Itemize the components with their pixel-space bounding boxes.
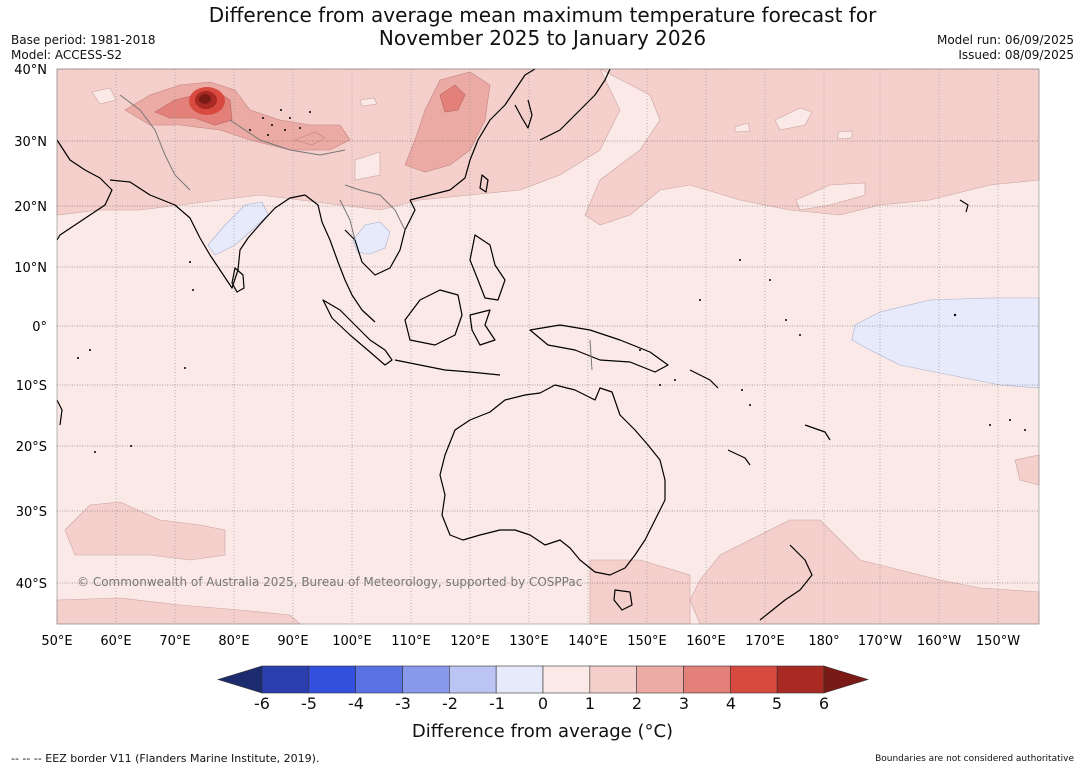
anomaly-5-plus-region	[195, 91, 217, 109]
colorbar-swatch	[730, 665, 778, 694]
boundaries-disclaimer: Boundaries are not considered authoritat…	[875, 754, 1074, 764]
copyright-notice: © Commonwealth of Australia 2025, Bureau…	[77, 575, 583, 589]
meta-right: Model run: 06/09/2025 Issued: 08/09/2025	[937, 33, 1074, 63]
lon-label: 170°E	[745, 634, 785, 649]
meta-left: Base period: 1981-2018 Model: ACCESS-S2	[11, 33, 156, 63]
lat-label: 30°S	[16, 505, 47, 520]
colorbar-tick: 5	[771, 694, 783, 713]
anomaly-0-1-patches	[91, 87, 866, 211]
lat-label: 10°N	[14, 261, 47, 276]
lon-label: 160°E	[686, 634, 726, 649]
colorbar-tick: 3	[678, 694, 690, 713]
lon-label: 80°E	[218, 634, 249, 649]
lon-label: 150°E	[627, 634, 667, 649]
model-run: Model run: 06/09/2025	[936, 33, 1074, 47]
country-borders	[119, 94, 593, 371]
lat-label: 10°S	[16, 379, 47, 394]
colorbar-swatch	[449, 665, 497, 694]
colorbar-tick-labels: -6 -5 -4 -3 -2 -1 0 1 2 3 4 5 6	[0, 694, 1085, 714]
colorbar-tick: 6	[818, 694, 830, 713]
colorbar-extend-high	[823, 665, 870, 694]
colorbar-tick: -5	[301, 694, 317, 713]
lon-label: 50°E	[41, 634, 72, 649]
lat-label: 30°N	[14, 135, 47, 150]
grid-parallels	[57, 68, 1039, 584]
lat-label: 20°N	[14, 200, 47, 215]
colorbar-swatch	[589, 665, 637, 694]
title-line-1: Difference from average mean maximum tem…	[208, 3, 877, 27]
colorbar-swatch	[261, 665, 310, 694]
lat-label: 40°N	[14, 63, 47, 78]
lat-label: 40°S	[16, 577, 47, 592]
lat-label: 20°S	[16, 440, 47, 455]
title-line-2: November 2025 to January 2026	[378, 26, 707, 50]
lon-label: 160°W	[917, 634, 961, 649]
colorbar-tick: -3	[395, 694, 411, 713]
island-dots	[77, 109, 1026, 453]
colorbar-swatch	[636, 665, 684, 694]
anomaly-negative-regions	[207, 201, 1040, 389]
issued-date: Issued: 08/09/2025	[958, 48, 1074, 62]
coastlines	[56, 68, 969, 621]
colorbar-tick: 2	[631, 694, 643, 713]
base-period: Base period: 1981-2018	[11, 33, 156, 47]
lon-label: 110°E	[391, 634, 431, 649]
lon-label: 150°W	[976, 634, 1020, 649]
lon-label: 130°E	[509, 634, 549, 649]
lon-label: 180°	[808, 634, 839, 649]
grid-meridians	[115, 69, 999, 624]
colorbar-swatch	[542, 665, 591, 694]
colorbar-tick: -4	[348, 694, 364, 713]
lon-label: 60°E	[100, 634, 131, 649]
lon-label: 140°E	[568, 634, 608, 649]
map-frame	[56, 68, 1040, 625]
colorbar-tick: 4	[725, 694, 737, 713]
colorbar-label: Difference from average (°C)	[411, 721, 674, 742]
latitude-labels: 40°N 30°N 20°N 10°N 0° 10°S 20°S 30°S 40…	[14, 63, 47, 592]
map-title: Difference from average mean maximum tem…	[0, 4, 1085, 50]
lat-label: 0°	[32, 320, 47, 335]
colorbar-swatch	[402, 665, 450, 694]
colorbar-tick: 1	[584, 694, 596, 713]
colorbar-tick: -2	[442, 694, 458, 713]
lon-label: 70°E	[159, 634, 190, 649]
colorbar-tick: -6	[254, 694, 270, 713]
longitude-labels: 50°E 60°E 70°E 80°E 90°E 100°E 110°E 120…	[41, 634, 1020, 649]
colorbar-extend-low	[216, 665, 263, 694]
colorbar-swatch	[776, 665, 825, 694]
colorbar-tick: -1	[489, 694, 505, 713]
lon-label: 100°E	[332, 634, 372, 649]
colorbar-tick: 0	[537, 694, 549, 713]
colorbar-swatch	[495, 665, 544, 694]
eez-border-note: -- -- -- EEZ border V11 (Flanders Marine…	[11, 752, 320, 765]
colorbar	[216, 665, 870, 694]
colorbar-swatch	[683, 665, 731, 694]
model-name: Model: ACCESS-S2	[11, 48, 123, 62]
lon-label: 90°E	[277, 634, 308, 649]
colorbar-swatch	[308, 665, 356, 694]
lon-label: 120°E	[450, 634, 490, 649]
colorbar-swatch	[355, 665, 403, 694]
lon-label: 170°W	[858, 634, 902, 649]
